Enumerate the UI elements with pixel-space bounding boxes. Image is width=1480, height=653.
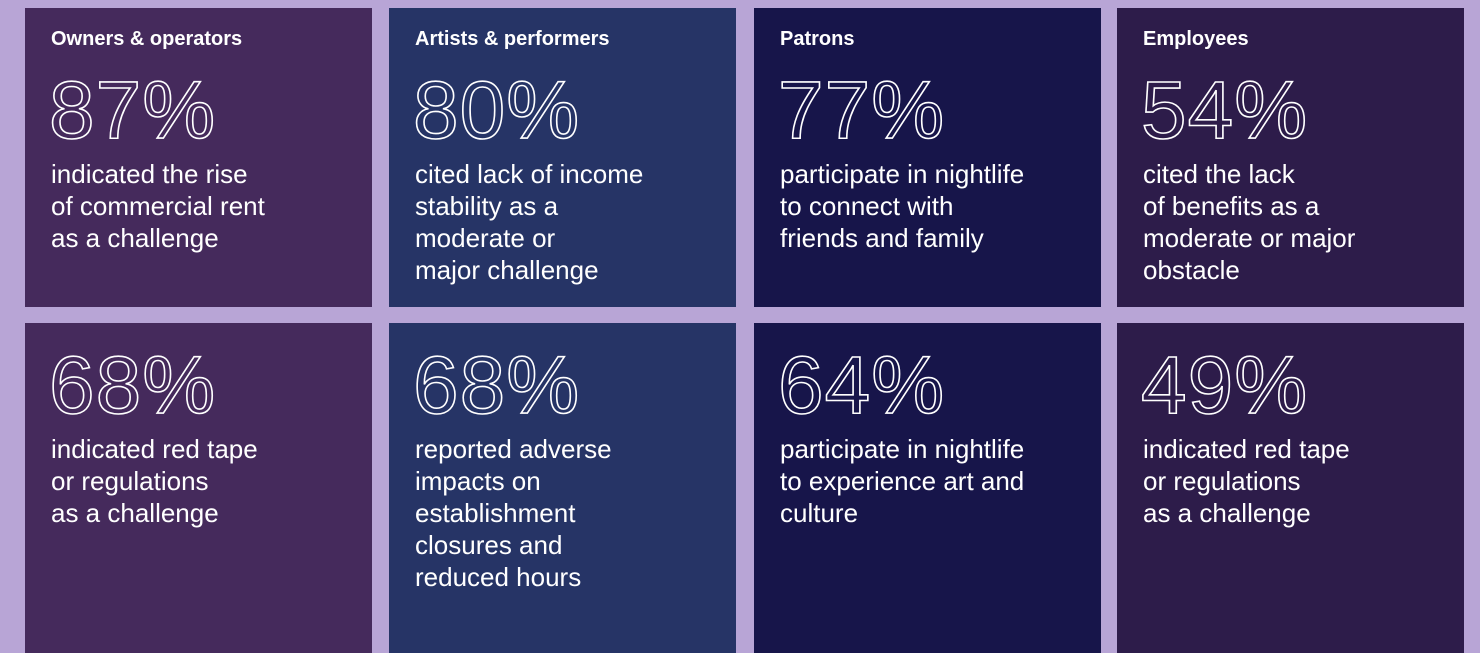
description-line: culture xyxy=(780,498,859,528)
description-line: obstacle xyxy=(1143,255,1240,285)
stat-value: 87% xyxy=(48,65,217,156)
stat-description: participate in nightlife to experience ar… xyxy=(780,433,1024,529)
group-heading: Employees xyxy=(1143,28,1249,50)
stat-card: Patrons 77% participate in nightlife to con… xyxy=(754,8,1101,307)
description-line: reduced hours xyxy=(415,562,582,592)
stat-value: 68% xyxy=(48,340,217,431)
description-line: moderate or major xyxy=(1143,223,1356,253)
description-line: to experience art and xyxy=(780,466,1025,496)
description-line: as a challenge xyxy=(51,223,219,253)
description-line: cited the lack xyxy=(1143,159,1295,189)
stat-value: 49% xyxy=(1140,340,1309,431)
description-line: indicated red tape xyxy=(1143,434,1350,464)
stat-description: cited lack of income stability as a modera… xyxy=(415,158,643,286)
description-line: as a challenge xyxy=(1143,498,1311,528)
group-heading: Patrons xyxy=(780,28,855,50)
page: Owners & operators 87% indicated the rise o… xyxy=(25,8,1464,653)
stat-description: participate in nightlife to connect with f… xyxy=(780,158,1024,254)
description-line: to connect with xyxy=(780,191,954,221)
stat-description: cited the lack of benefits as a moderate o… xyxy=(1143,158,1355,286)
description-line: or regulations xyxy=(51,466,209,496)
stat-description: indicated the rise of commercial rent as a… xyxy=(51,158,265,254)
description-line: of commercial rent xyxy=(51,191,265,221)
stat-value: 77% xyxy=(777,65,946,156)
description-line: establishment xyxy=(415,498,576,528)
stat-card: Owners & operators 87% indicated the rise o… xyxy=(25,8,372,307)
description-line: of benefits as a xyxy=(1143,191,1320,221)
group-heading: Artists & performers xyxy=(415,28,610,50)
description-line: participate in nightlife xyxy=(780,434,1025,464)
description-line: reported adverse xyxy=(415,434,612,464)
description-line: closures and xyxy=(415,530,563,560)
stat-card: 49% indicated red tape or regulations as a … xyxy=(1117,323,1464,653)
stat-value: 80% xyxy=(412,65,581,156)
group-heading: Owners & operators xyxy=(51,28,243,50)
stat-description: indicated red tape or regulations as a cha… xyxy=(51,433,258,529)
description-line: impacts on xyxy=(415,466,541,496)
description-line: cited lack of income xyxy=(415,159,644,189)
stat-card: 68% indicated red tape or regulations as a … xyxy=(25,323,372,653)
description-line: participate in nightlife xyxy=(780,159,1025,189)
stat-card: 64% participate in nightlife to experience… xyxy=(754,323,1101,653)
description-line: as a challenge xyxy=(51,498,219,528)
description-line: or regulations xyxy=(1143,466,1301,496)
description-line: major challenge xyxy=(415,255,599,285)
description-line: moderate or xyxy=(415,223,556,253)
stat-card: Artists & performers 80% cited lack of inc… xyxy=(389,8,736,307)
description-line: friends and family xyxy=(780,223,984,253)
stat-description: reported adverse impacts on establishment c… xyxy=(415,433,612,593)
description-line: indicated the rise xyxy=(51,159,248,189)
stat-card: 68% reported adverse impacts on establishme… xyxy=(389,323,736,653)
stat-card: Employees 54% cited the lack of benefits as… xyxy=(1117,8,1464,307)
description-line: stability as a xyxy=(415,191,559,221)
stat-description: indicated red tape or regulations as a cha… xyxy=(1143,433,1350,529)
stat-value: 64% xyxy=(777,340,946,431)
stat-value: 68% xyxy=(412,340,581,431)
stat-value: 54% xyxy=(1140,65,1309,156)
description-line: indicated red tape xyxy=(51,434,258,464)
